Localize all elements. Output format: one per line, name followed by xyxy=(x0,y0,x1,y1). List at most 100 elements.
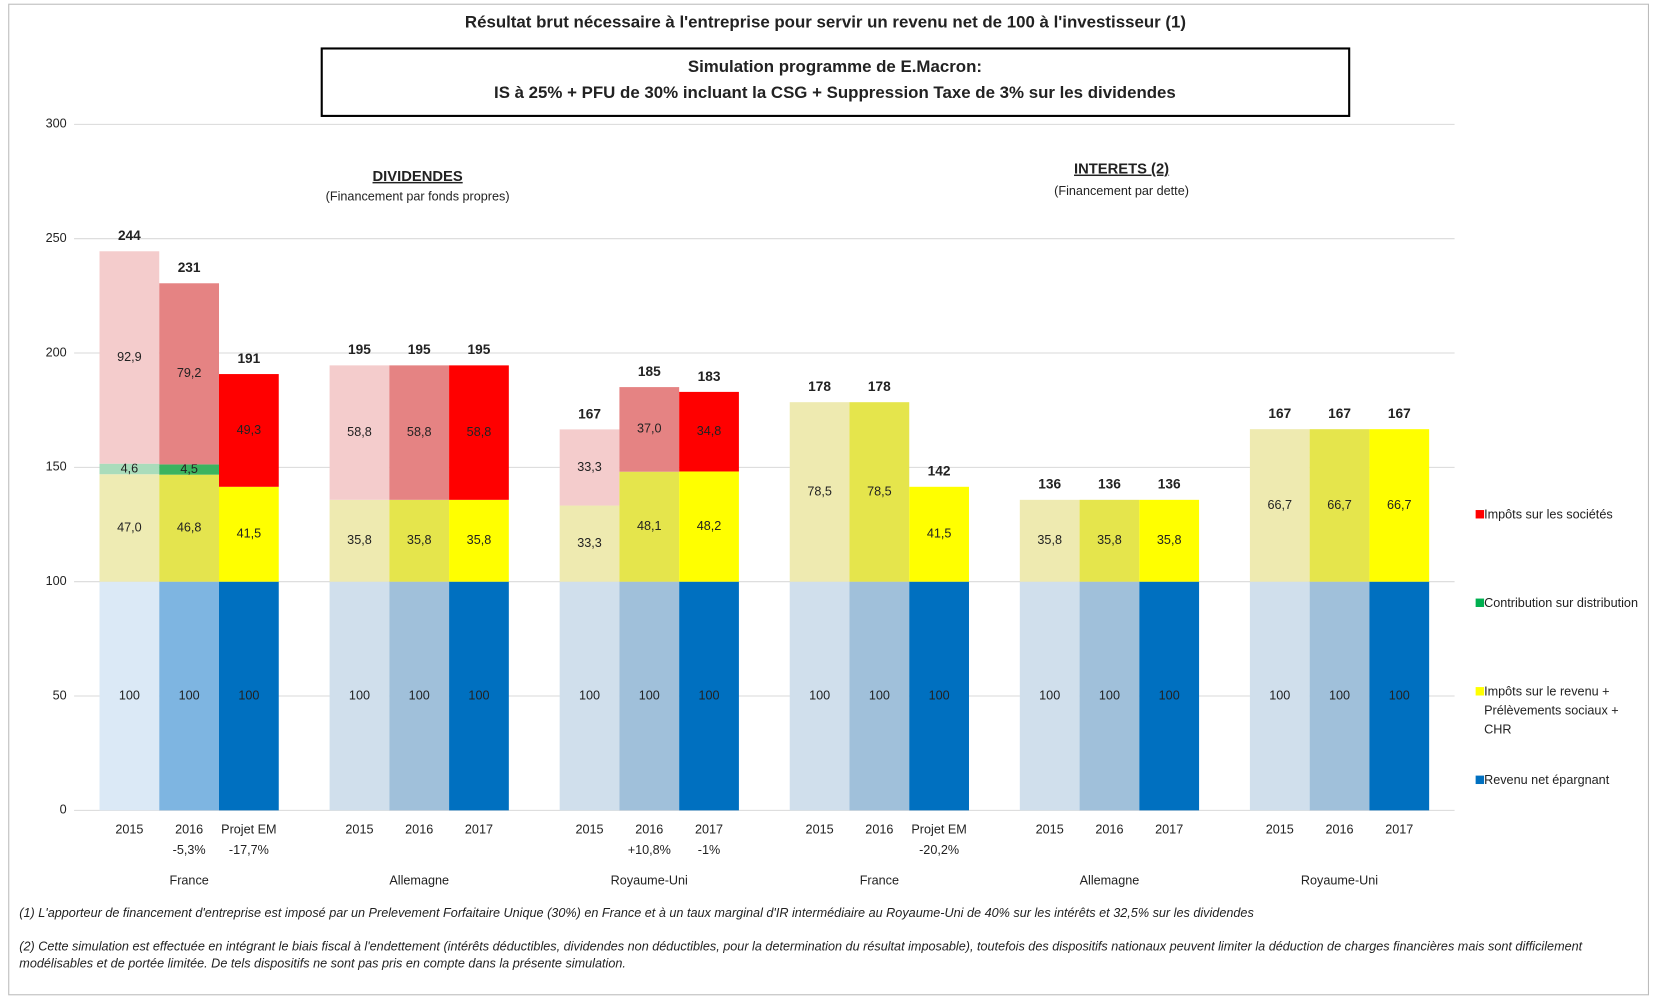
bar-segment xyxy=(329,365,390,500)
frame xyxy=(8,3,1649,996)
bar-segment xyxy=(619,471,680,582)
value-label: 100 xyxy=(1099,688,1120,702)
value-label: 35,8 xyxy=(1097,533,1122,547)
x-tick-note: +10,8% xyxy=(628,843,671,857)
value-label: 48,1 xyxy=(637,519,662,533)
x-tick-note: -5,3% xyxy=(173,843,206,857)
x-tick-note: -17,7% xyxy=(229,843,269,857)
x-tick-label: 2016 xyxy=(405,823,433,837)
x-tick-label: 2015 xyxy=(1266,823,1294,837)
value-label: 100 xyxy=(119,688,140,702)
legend-label: Impôts sur les sociétés xyxy=(1484,506,1613,522)
total-label: 183 xyxy=(698,369,721,384)
bar-segment xyxy=(389,365,450,500)
value-label: 100 xyxy=(869,688,890,702)
bar-segment xyxy=(679,581,739,811)
value-label: 33,3 xyxy=(577,460,602,474)
value-label: 100 xyxy=(1159,688,1180,702)
bar-segment xyxy=(619,387,680,472)
value-label: 35,8 xyxy=(1157,533,1182,547)
bar-segment xyxy=(1249,429,1310,582)
bar-segment xyxy=(679,391,739,472)
value-label: 58,8 xyxy=(467,425,492,439)
value-label: 58,8 xyxy=(407,425,432,439)
value-label: 47,0 xyxy=(117,520,142,534)
bar-segment xyxy=(389,581,450,811)
bar-segment xyxy=(1309,429,1370,582)
legend-entry: Impôts sur les sociétés xyxy=(1484,506,1613,522)
y-tick-label: 200 xyxy=(46,345,67,359)
value-label: 100 xyxy=(1329,688,1350,702)
group-label: Allemagne xyxy=(1080,873,1140,887)
group-label: France xyxy=(860,873,899,887)
value-label: 66,7 xyxy=(1267,498,1292,512)
x-tick-label: Projet EM xyxy=(911,823,966,837)
total-label: 195 xyxy=(468,342,491,357)
bar-segment xyxy=(219,374,279,487)
legend-swatch xyxy=(1475,598,1485,607)
total-label: 178 xyxy=(808,379,831,394)
value-label: 66,7 xyxy=(1387,498,1412,512)
value-label: 48,2 xyxy=(697,519,722,533)
value-label: 35,8 xyxy=(467,533,492,547)
bar-segment xyxy=(849,402,910,582)
annotation-title: DIVIDENDES xyxy=(373,169,463,185)
group-label: Allemagne xyxy=(389,873,449,887)
bar-segment xyxy=(1249,581,1310,811)
value-label: 78,5 xyxy=(807,484,832,498)
total-label: 244 xyxy=(118,228,141,243)
total-label: 231 xyxy=(178,260,201,275)
group-label: Royaume-Uni xyxy=(1301,873,1378,887)
value-label: 100 xyxy=(639,688,660,702)
bar-segment xyxy=(219,581,279,811)
total-label: 195 xyxy=(408,342,431,357)
y-tick-label: 150 xyxy=(46,460,67,474)
legend-swatch xyxy=(1475,510,1485,519)
bar-segment xyxy=(1309,581,1370,811)
x-tick-label: 2015 xyxy=(806,823,834,837)
value-label: 49,3 xyxy=(237,423,262,437)
value-label: 4,5 xyxy=(180,462,198,476)
value-label: 100 xyxy=(238,688,259,702)
bar-segment xyxy=(219,486,279,582)
bar-segment xyxy=(1139,581,1200,811)
bar-segment xyxy=(1369,581,1430,811)
value-label: 100 xyxy=(349,688,370,702)
bar-segment xyxy=(329,581,390,811)
value-label: 100 xyxy=(929,688,950,702)
subtitle-box xyxy=(320,47,1351,117)
y-tick-label: 0 xyxy=(60,803,67,817)
x-tick-label: 2015 xyxy=(1036,823,1064,837)
value-label: 100 xyxy=(1389,688,1410,702)
x-tick-label: 2017 xyxy=(1155,823,1183,837)
value-label: 100 xyxy=(1269,688,1290,702)
bar-segment xyxy=(159,474,220,582)
bar-segment xyxy=(909,581,969,811)
bar-segment xyxy=(449,365,509,500)
bar-segment xyxy=(449,499,509,582)
x-tick-note: -20,2% xyxy=(919,843,959,857)
x-tick-label: 2015 xyxy=(115,823,143,837)
total-label: 185 xyxy=(638,364,661,379)
bar-segment xyxy=(559,429,620,506)
bar-segment xyxy=(909,486,969,582)
total-label: 136 xyxy=(1158,477,1181,492)
value-label: 100 xyxy=(179,688,200,702)
group-label: France xyxy=(169,873,208,887)
annotation-text: (Financement par dette) xyxy=(1054,184,1189,198)
chart-title: Résultat brut nécessaire à l'entreprise … xyxy=(465,13,1186,32)
x-tick-label: 2017 xyxy=(695,823,723,837)
group-label: Royaume-Uni xyxy=(611,873,688,887)
value-label: 92,9 xyxy=(117,350,142,364)
value-label: 100 xyxy=(409,688,430,702)
bar-segment xyxy=(1139,499,1200,582)
x-tick-label: 2016 xyxy=(865,823,893,837)
value-label: 41,5 xyxy=(927,527,952,541)
legend-entry: Revenu net épargnant xyxy=(1484,772,1609,787)
bar-segment xyxy=(1019,499,1080,582)
bar-segment xyxy=(1079,581,1140,811)
bar-segment xyxy=(1019,581,1080,811)
footnotes: (1) L'apporteur de financement d'entrepr… xyxy=(19,905,1582,970)
